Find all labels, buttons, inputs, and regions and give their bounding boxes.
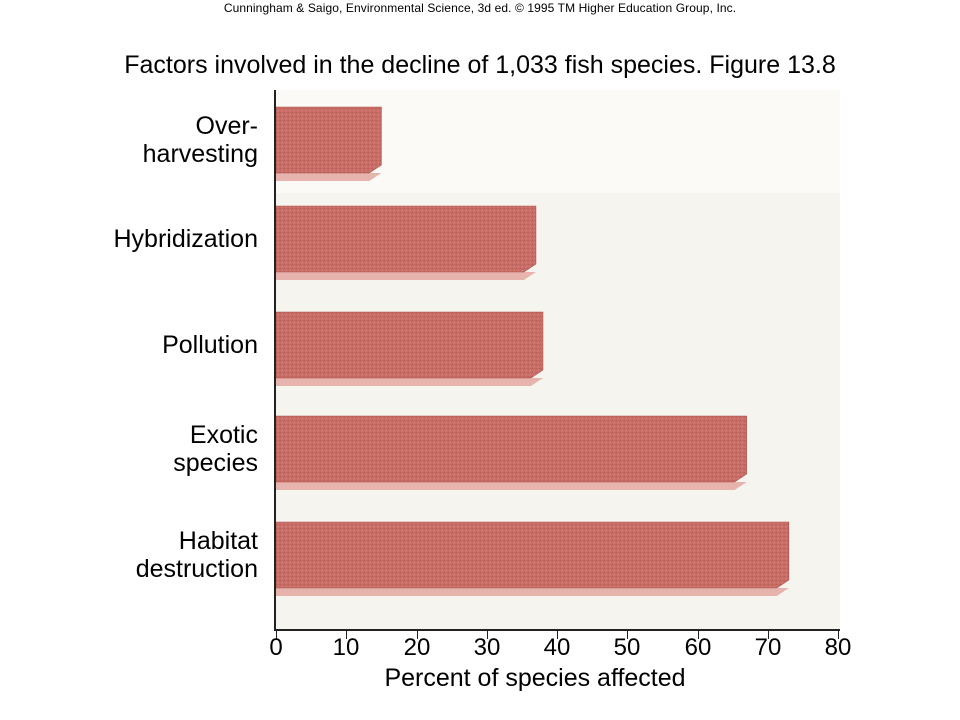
bar-shadow [276,173,382,181]
x-tick-mark [698,631,699,639]
bar-shadow [276,482,747,490]
x-axis-label: Percent of species affected [384,664,686,692]
x-tick-label: 60 [684,634,712,661]
y-axis-line [274,90,276,631]
x-tick-label: 70 [754,634,782,661]
category-label: Pollution [38,331,258,359]
bar [275,311,544,379]
x-tick-mark [487,631,488,639]
x-tick-label: 40 [543,634,571,661]
x-tick-label: 0 [269,634,283,661]
x-tick-mark [768,631,769,639]
category-label: Exotic species [38,421,258,477]
category-label: Over-harvesting [38,112,258,168]
category-label-line: harvesting [142,140,258,168]
category-label-line: Over- [195,112,259,140]
x-tick-mark [417,631,418,639]
category-label-line: Habitat [178,527,258,555]
chart-title: Factors involved in the decline of 1,033… [124,51,836,79]
x-tick-label: 80 [824,634,852,661]
category-label-line: Exotic [189,421,258,449]
x-tick-mark [346,631,347,639]
x-axis-line [274,629,840,631]
x-tick-label: 20 [403,634,431,661]
bar [275,106,382,174]
bar [275,205,537,273]
x-tick-label: 50 [613,634,641,661]
bar-shadow [276,588,789,596]
x-tick-mark [557,631,558,639]
x-tick-mark [627,631,628,639]
bar [275,521,790,589]
x-tick-mark [276,631,277,639]
category-label-line: Hybridization [113,225,258,253]
bar-shadow [276,378,543,386]
category-label-line: destruction [135,555,258,583]
bar-shadow [276,272,536,280]
bar [275,415,747,483]
x-tick-mark [838,631,839,639]
category-label: Hybridization [38,225,258,253]
copyright-credit: Cunningham & Saigo, Environmental Scienc… [223,1,737,15]
category-label-line: Pollution [162,331,258,359]
x-tick-label: 30 [473,634,501,661]
x-tick-label: 10 [332,634,360,661]
category-label-line: species [173,449,258,477]
category-label: Habitat destruction [38,527,258,583]
